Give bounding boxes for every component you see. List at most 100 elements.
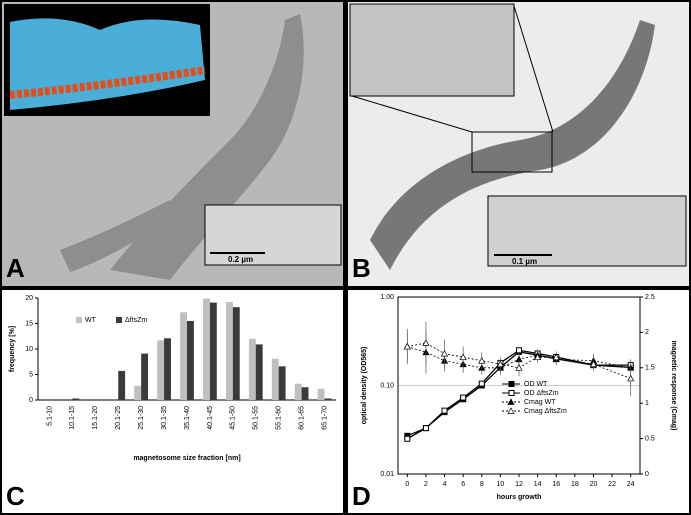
y-tick-label: 20 — [25, 295, 33, 302]
x-tick-label: 18 — [571, 481, 579, 488]
y-tick-label: 5 — [29, 371, 33, 378]
point — [496, 360, 504, 368]
x-tick-label: 8 — [480, 481, 484, 488]
panel-letter: A — [6, 253, 25, 283]
panel-letter: C — [6, 481, 25, 511]
plot-frame — [397, 296, 641, 475]
bar — [118, 370, 126, 400]
panel-c — [2, 290, 343, 513]
point — [515, 364, 523, 371]
x-tick-label: 6 — [461, 481, 465, 488]
bar — [324, 398, 332, 400]
legend-marker — [508, 390, 515, 396]
x-tick-label: 22 — [608, 481, 616, 488]
x-tick-label: 65.1-70 — [321, 406, 328, 430]
x-tick-label: 24 — [627, 481, 635, 488]
x-tick-label: 5.1-10 — [46, 406, 53, 426]
zoom-box — [471, 131, 553, 173]
x-tick-label: 4 — [443, 481, 447, 488]
bar — [141, 353, 149, 400]
zoom-line — [513, 5, 554, 133]
x-tick-label: 35.1-40 — [184, 406, 191, 430]
bar — [271, 358, 279, 400]
y2-tick-label: 1 — [645, 400, 649, 407]
point — [403, 342, 411, 350]
y-tick-label: 0 — [29, 397, 33, 404]
magnetosome-chain — [9, 66, 206, 99]
x-tick-label: 55.1-60 — [276, 406, 283, 430]
inset-top — [349, 3, 515, 97]
y-tick-label: 0.10 — [380, 382, 394, 389]
point — [552, 353, 560, 361]
bar — [180, 312, 187, 400]
point — [422, 425, 429, 432]
bar — [278, 366, 286, 400]
bar — [317, 388, 325, 400]
x-tick-label: 16 — [552, 481, 560, 488]
x-tick-label: 14 — [534, 481, 542, 488]
x-tick-label: 20.1-25 — [115, 406, 122, 430]
point — [422, 339, 430, 346]
panel-letter: B — [352, 253, 371, 283]
bar — [248, 338, 256, 400]
x-tick-label: 40.1-45 — [207, 406, 214, 430]
legend-label: WT — [85, 317, 97, 324]
point — [440, 349, 449, 357]
bar — [294, 383, 302, 400]
x-axis-label: hours growth — [497, 494, 542, 501]
point — [478, 356, 486, 364]
point — [627, 374, 635, 382]
bar — [232, 307, 240, 400]
x-axis-label: magnetosome size fraction [nm] — [133, 455, 240, 462]
bar — [209, 302, 217, 400]
point — [478, 380, 485, 387]
bar — [187, 320, 194, 400]
x-tick-label: 45.1-50 — [230, 406, 237, 430]
legend-label: OD WT — [524, 381, 548, 388]
panel-b: 0.1 µm B — [348, 2, 689, 286]
y2-tick-label: 1.5 — [645, 365, 655, 372]
y2-tick-label: 0.5 — [645, 435, 655, 442]
y-axis-label: optical density (OD565) — [361, 347, 368, 425]
x-tick-label: 25.1-30 — [138, 406, 145, 430]
y-tick-label: 1.00 — [380, 294, 394, 301]
legend-label: Cmag ΔftsZm — [524, 408, 567, 415]
x-tick-label: 20 — [590, 481, 598, 488]
x-tick-label: 12 — [515, 481, 523, 488]
bar — [134, 385, 142, 400]
panel-a: 0.2 µm A — [2, 2, 343, 286]
bar — [301, 387, 309, 400]
bar — [164, 338, 171, 400]
bar — [72, 398, 80, 400]
point — [534, 353, 542, 361]
legend-label: Cmag WT — [524, 399, 556, 406]
scale-label: 0.1 µm — [512, 257, 537, 266]
point — [441, 407, 448, 414]
legend-marker — [507, 398, 515, 405]
point — [589, 360, 598, 368]
legend-swatch — [76, 317, 82, 323]
y-tick-label: 10 — [25, 346, 33, 353]
bar — [157, 340, 165, 400]
inset-tem — [204, 204, 342, 266]
cell — [370, 20, 655, 270]
y2-tick-label: 0 — [645, 471, 649, 478]
x-tick-label: 50.1-55 — [253, 406, 260, 430]
zoom-line — [351, 95, 473, 133]
x-tick-label: 15.1-20 — [92, 406, 99, 430]
y-axis-label: frequency [%] — [9, 326, 16, 372]
legend-label: OD ΔftsZm — [524, 390, 559, 397]
y2-tick-label: 2.5 — [645, 294, 655, 301]
y-tick-label: 0.01 — [380, 471, 394, 478]
bar — [225, 302, 233, 400]
bar — [203, 298, 210, 400]
y2-tick-label: 2 — [645, 329, 649, 336]
x-tick-label: 30.1-35 — [161, 406, 168, 430]
panel-letter: D — [352, 481, 371, 511]
point — [459, 353, 467, 361]
point — [460, 394, 467, 401]
legend-swatch — [116, 317, 122, 323]
x-tick-label: 0 — [405, 481, 409, 488]
legend-marker — [508, 381, 515, 387]
